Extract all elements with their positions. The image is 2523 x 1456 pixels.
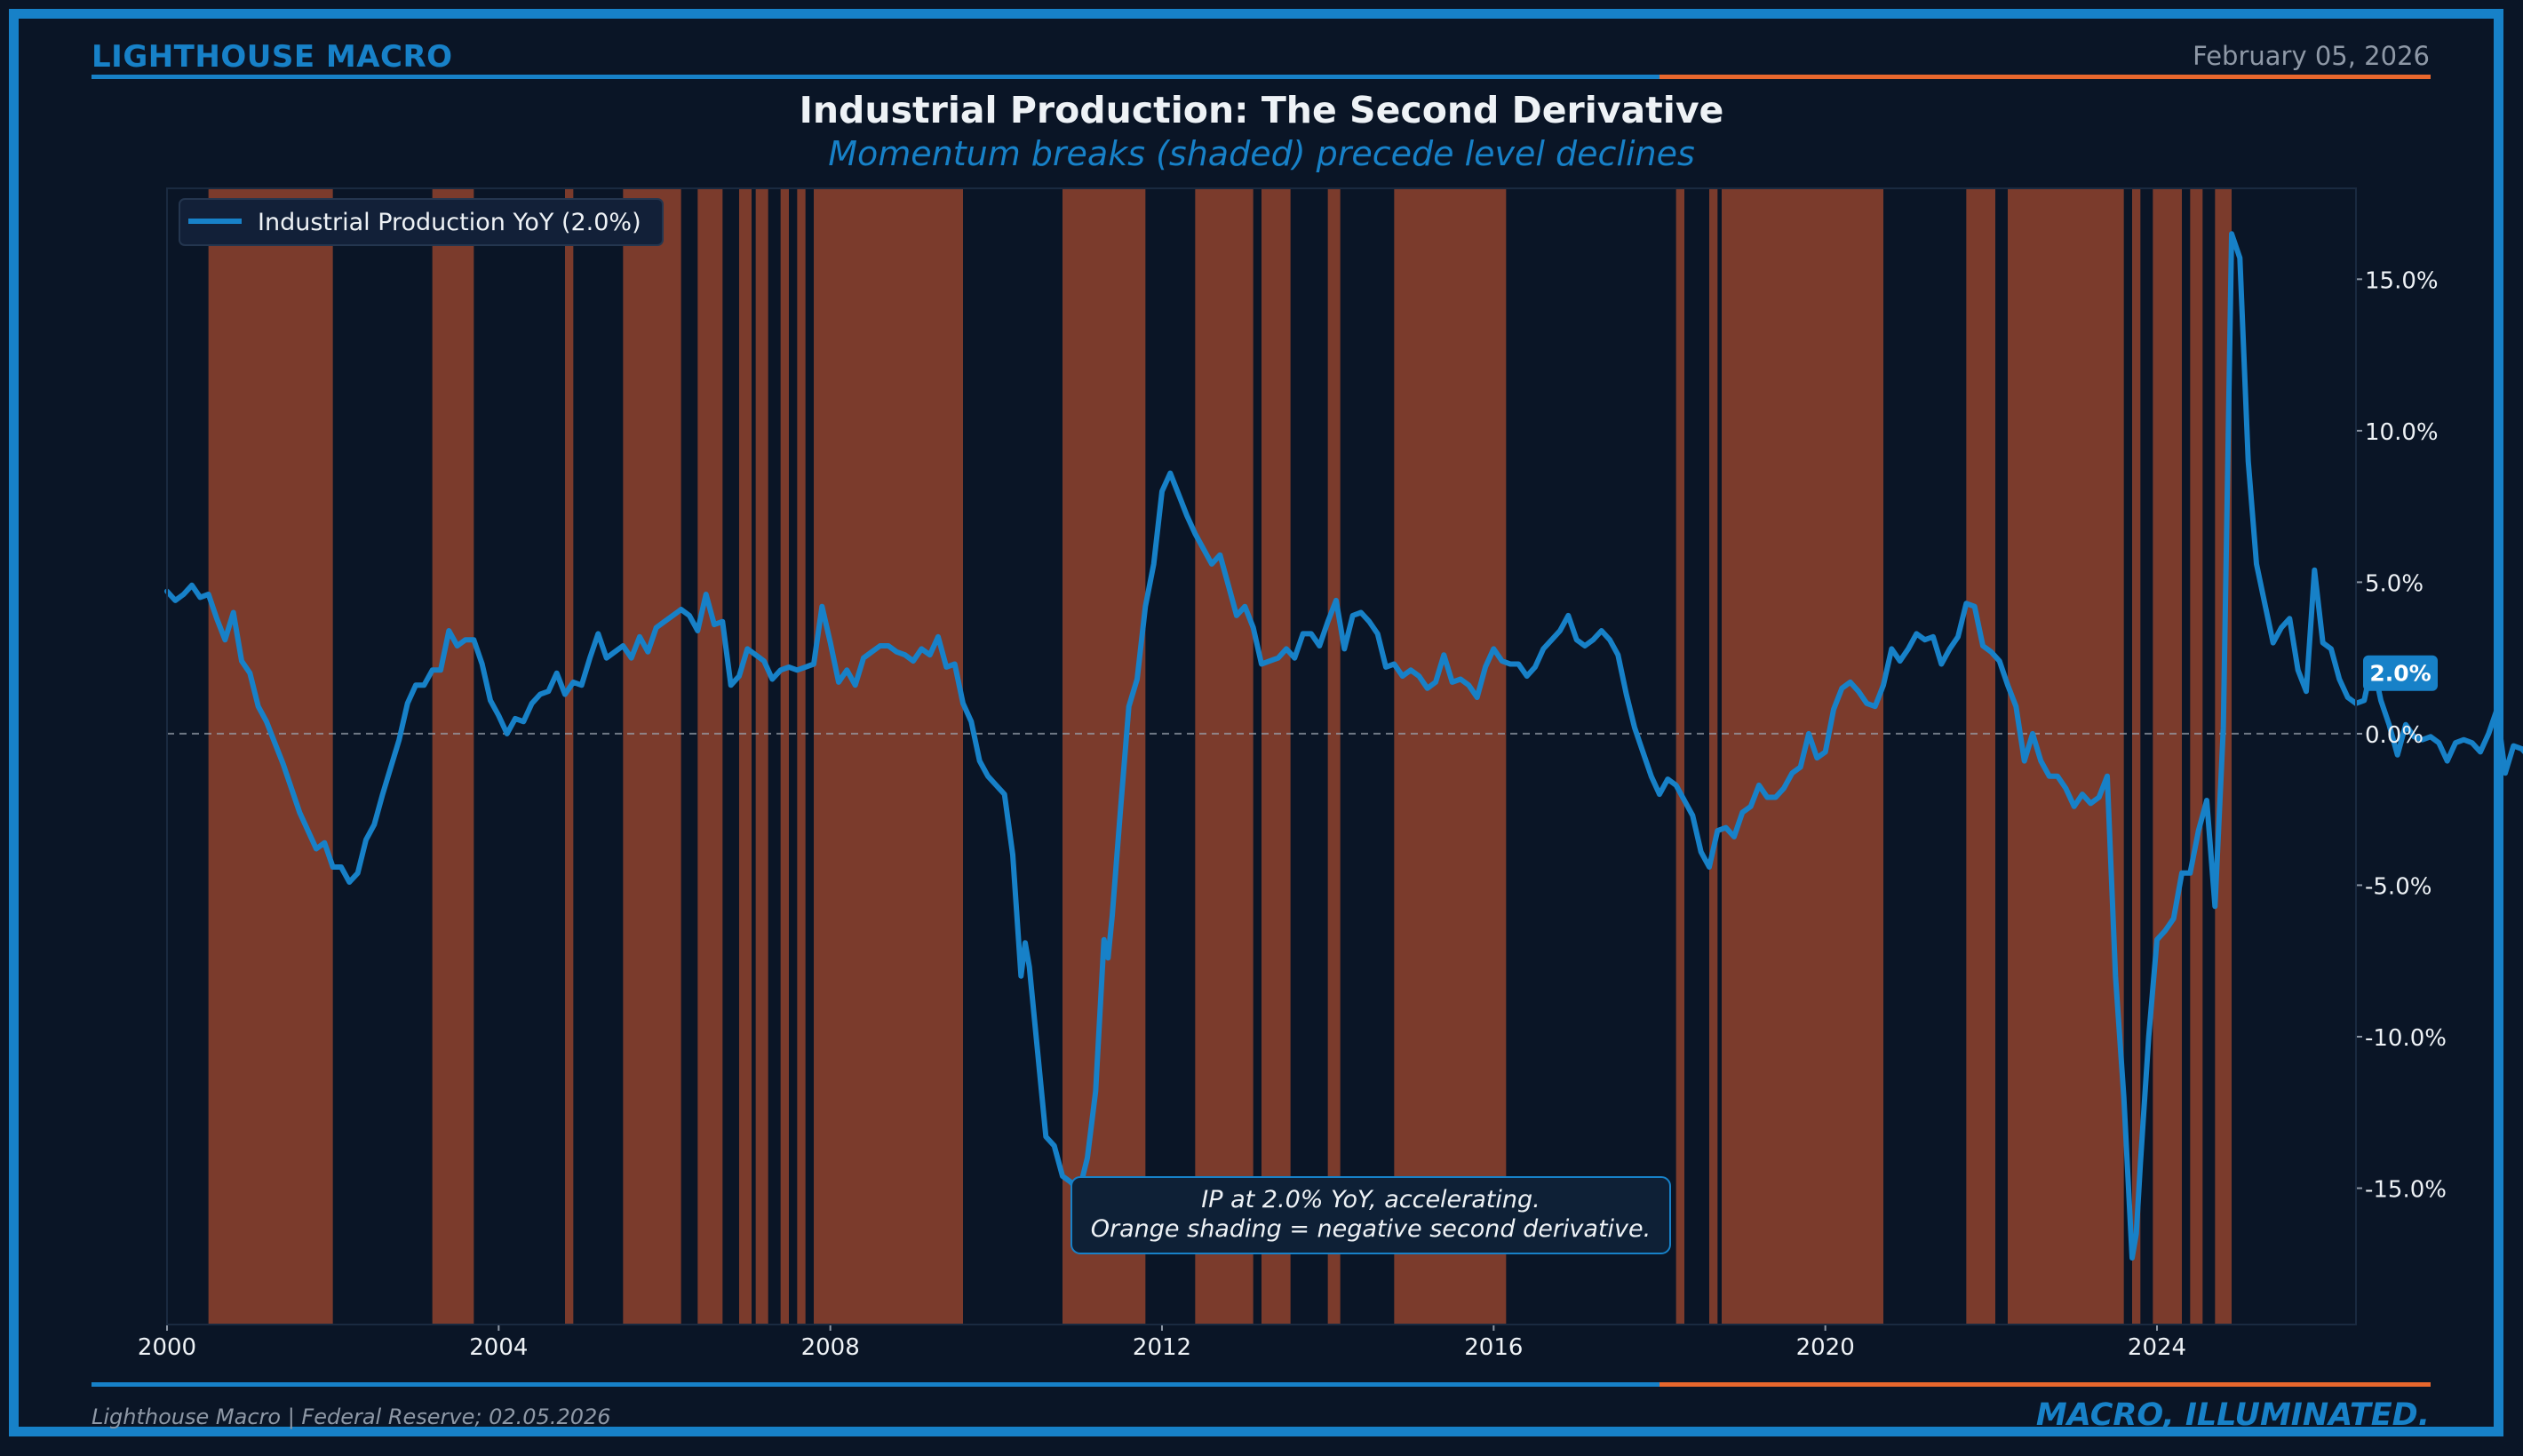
annotation-line-0: IP at 2.0% YoY, accelerating. (1201, 1186, 1540, 1213)
x-tick-label-0: 2000 (138, 1334, 196, 1361)
y-tick-label-4: -5.0% (2365, 873, 2431, 900)
shaded-period-6 (755, 188, 768, 1325)
legend-box (179, 198, 664, 246)
annotation-frame (1070, 1176, 1671, 1254)
shaded-period-10 (1063, 188, 1146, 1325)
series-line-0 (164, 231, 2523, 1261)
shaded-period-9 (814, 188, 963, 1325)
series-group (164, 231, 2523, 1261)
shaded-period-0 (208, 188, 333, 1325)
legend-label: Industrial Production YoY (2.0%) (258, 209, 641, 236)
shaded-periods (208, 188, 2232, 1325)
shaded-period-15 (1675, 188, 1684, 1325)
footer-rule-orange (1659, 1382, 2431, 1387)
shaded-period-18 (1966, 188, 1995, 1325)
x-tick-label-6: 2024 (2128, 1334, 2186, 1361)
shaded-period-3 (623, 188, 681, 1325)
shaded-period-22 (2190, 188, 2203, 1325)
shaded-period-2 (565, 188, 574, 1325)
axes-group: 2000 2004 2008 2012 2016 2020 2024 15.0% 10.0% 5.… (138, 267, 2447, 1361)
shaded-period-20 (2132, 188, 2141, 1325)
footer-rule-blue (92, 1382, 1659, 1387)
y-tick-label-5: -10.0% (2365, 1025, 2447, 1052)
annotation-line-1: Orange shading = negative second derivat… (1091, 1215, 1651, 1243)
shaded-period-13 (1327, 188, 1341, 1325)
last-value-badge (2363, 655, 2438, 691)
chart-title: Industrial Production: The Second Deriva… (799, 89, 1724, 131)
shaded-period-1 (432, 188, 474, 1325)
header-rule-blue (92, 75, 1659, 79)
x-tick-label-1: 2004 (469, 1334, 528, 1361)
shaded-period-5 (739, 188, 752, 1325)
source-note: Lighthouse Macro | Federal Reserve; 02.0… (92, 1404, 611, 1429)
legend: Industrial Production YoY (2.0%) (179, 198, 664, 246)
report-date: February 05, 2026 (2193, 41, 2430, 71)
tagline: MACRO, ILLUMINATED. (2035, 1397, 2430, 1433)
shaded-period-21 (2153, 188, 2182, 1325)
shaded-period-7 (780, 188, 789, 1325)
shaded-period-8 (797, 188, 806, 1325)
brand-title: LIGHTHOUSE MACRO (92, 39, 453, 75)
shaded-period-16 (1709, 188, 1718, 1325)
annotation-box: IP at 2.0% YoY, accelerating.Orange shad… (1070, 1176, 1671, 1254)
y-tick-label-1: 10.0% (2365, 419, 2439, 446)
header-rule-orange (1659, 75, 2431, 79)
shaded-period-12 (1262, 188, 1291, 1325)
x-tick-label-3: 2012 (1133, 1334, 1191, 1361)
shaded-period-11 (1195, 188, 1254, 1325)
chart-subtitle: Momentum breaks (shaded) precede level d… (828, 134, 1695, 173)
x-tick-label-2: 2008 (801, 1334, 860, 1361)
y-tick-label-6: -15.0% (2365, 1177, 2447, 1204)
y-tick-label-3: 0.0% (2365, 722, 2424, 749)
shaded-period-4 (697, 188, 723, 1325)
x-tick-label-5: 2020 (1796, 1334, 1855, 1361)
last-value-label: 2.0% (2369, 661, 2431, 687)
y-tick-label-2: 5.0% (2365, 570, 2424, 597)
x-tick-label-4: 2016 (1464, 1334, 1523, 1361)
y-tick-label-0: 15.0% (2365, 267, 2439, 294)
plot-frame (166, 187, 2357, 1325)
shaded-period-14 (1394, 188, 1507, 1325)
